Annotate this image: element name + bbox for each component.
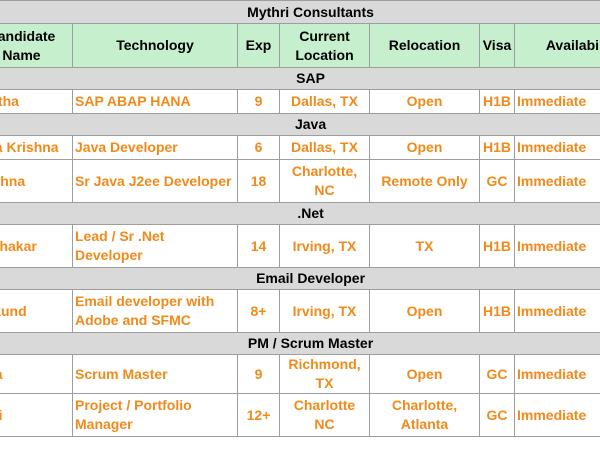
availability-cell[interactable]: Immediate (513, 224, 600, 268)
section-title: PM / Scrum Master (0, 332, 600, 355)
visa-cell[interactable]: GC (479, 354, 515, 394)
candidate-name-cell[interactable]: Bala Krishna (0, 135, 73, 160)
relocation-cell[interactable]: Open (369, 135, 480, 160)
section-header-row: Java (0, 113, 600, 136)
visa-cell[interactable]: H1B (479, 224, 515, 268)
table-row[interactable]: KrishnaSr Java J2ee Developer18Charlotte… (0, 159, 600, 203)
table-row[interactable]: SudhakarLead / Sr .Net Developer14Irving… (0, 224, 600, 268)
visa-cell[interactable]: H1B (479, 135, 515, 160)
visa-cell[interactable]: GC (479, 393, 515, 437)
section-header-row: SAP (0, 67, 600, 90)
availability-cell[interactable]: Immediate (513, 89, 600, 114)
location-cell[interactable]: Charlotte, NC (279, 159, 370, 203)
relocation-cell[interactable]: Open (369, 89, 480, 114)
relocation-cell[interactable]: Charlotte, Atlanta (369, 393, 480, 437)
technology-cell[interactable]: Sr Java J2ee Developer (72, 159, 238, 203)
experience-cell[interactable]: 12+ (237, 393, 280, 437)
location-cell[interactable]: Irving, TX (279, 224, 370, 268)
location-cell[interactable]: Irving, TX (279, 289, 370, 333)
candidate-name-cell[interactable]: Sudhakar (0, 224, 73, 268)
visa-cell[interactable]: GC (479, 159, 515, 203)
experience-cell[interactable]: 14 (237, 224, 280, 268)
location-cell[interactable]: Charlotte NC (279, 393, 370, 437)
relocation-cell[interactable]: Remote Only (369, 159, 480, 203)
availability-cell[interactable]: Immediate (513, 354, 600, 394)
experience-cell[interactable]: 9 (237, 354, 280, 394)
section-header-row: PM / Scrum Master (0, 332, 600, 355)
header-current-location: Current Location (279, 23, 370, 68)
availability-cell[interactable]: Immediate (513, 289, 600, 333)
header-availability: Availability (513, 23, 600, 68)
technology-cell[interactable]: Scrum Master (72, 354, 238, 394)
section-title: SAP (0, 67, 600, 90)
location-cell[interactable]: Dallas, TX (279, 135, 370, 160)
relocation-cell[interactable]: TX (369, 224, 480, 268)
technology-cell[interactable]: SAP ABAP HANA (72, 89, 238, 114)
experience-cell[interactable]: 6 (237, 135, 280, 160)
header-row: Candidate Name Technology Exp Current Lo… (0, 23, 600, 68)
location-cell[interactable]: Dallas, TX (279, 89, 370, 114)
table-row[interactable]: DeviProject / Portfolio Manager12+Charlo… (0, 393, 600, 437)
availability-cell[interactable]: Immediate (513, 393, 600, 437)
availability-cell[interactable]: Immediate (513, 135, 600, 160)
candidate-name-cell[interactable]: Raja (0, 354, 73, 394)
technology-cell[interactable]: Java Developer (72, 135, 238, 160)
header-visa: Visa (479, 23, 515, 68)
section-title: .Net (0, 202, 600, 225)
header-relocation: Relocation (369, 23, 480, 68)
experience-cell[interactable]: 8+ (237, 289, 280, 333)
visa-cell[interactable]: H1B (479, 89, 515, 114)
availability-cell[interactable]: Immediate (513, 159, 600, 203)
table-title: Mythri Consultants (0, 0, 600, 24)
section-header-row: .Net (0, 202, 600, 225)
section-title: Java (0, 113, 600, 136)
header-technology: Technology (72, 23, 238, 68)
table-row[interactable]: MukundEmail developer with Adobe and SFM… (0, 289, 600, 333)
visa-cell[interactable]: H1B (479, 289, 515, 333)
candidate-name-cell[interactable]: Seetha (0, 89, 73, 114)
relocation-cell[interactable]: Open (369, 289, 480, 333)
experience-cell[interactable]: 9 (237, 89, 280, 114)
technology-cell[interactable]: Project / Portfolio Manager (72, 393, 238, 437)
experience-cell[interactable]: 18 (237, 159, 280, 203)
section-header-row: Email Developer (0, 267, 600, 290)
location-cell[interactable]: Richmond, TX (279, 354, 370, 394)
candidate-name-cell[interactable]: Krishna (0, 159, 73, 203)
header-exp: Exp (237, 23, 280, 68)
relocation-cell[interactable]: Open (369, 354, 480, 394)
consultants-table: Mythri Consultants Candidate Name Techno… (0, 0, 600, 437)
header-candidate-name: Candidate Name (0, 23, 73, 68)
section-title: Email Developer (0, 267, 600, 290)
candidate-name-cell[interactable]: Devi (0, 393, 73, 437)
technology-cell[interactable]: Email developer with Adobe and SFMC (72, 289, 238, 333)
technology-cell[interactable]: Lead / Sr .Net Developer (72, 224, 238, 268)
title-row: Mythri Consultants (0, 0, 600, 24)
candidate-name-cell[interactable]: Mukund (0, 289, 73, 333)
